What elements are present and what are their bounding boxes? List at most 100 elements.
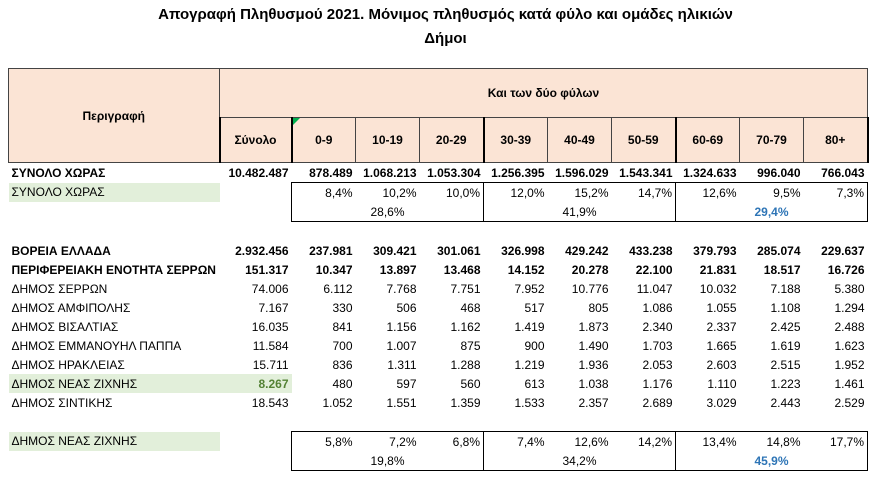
empty-cell (220, 222, 292, 242)
table-cell: 996.040 (757, 165, 801, 180)
table-row-serron: ΔΗΜΟΣ ΣΕΡΡΩΝ 74.006 6.112 7.768 7.751 7.952 10… (9, 279, 868, 298)
group-header-label: Και των δύο φύλων (487, 86, 600, 100)
table-cell: 14,2% (611, 431, 676, 451)
table-cell: 2.053 (642, 357, 673, 372)
row-label: ΔΗΜΟΣ ΕΜΜΑΝΟΥΗΛ ΠΑΠΠΑ (11, 338, 182, 353)
table-cell: 900 (524, 338, 545, 353)
table-cell: 9,5% (739, 182, 804, 202)
table-cell: 517 (524, 300, 545, 315)
table-cell: 1.543.341 (619, 165, 673, 180)
table-row-zichnis: ΔΗΜΟΣ ΝΕΑΣ ΖΙΧΝΗΣ 8.267 480 597 560 613 1.038 1… (8, 374, 868, 393)
description-header: Περιγραφή (8, 68, 220, 163)
table-cell: 2.425 (770, 319, 801, 334)
table-cell: 1.294 (834, 300, 865, 315)
col-header-70-79: 70-79 (739, 117, 804, 163)
group-percent: 29,4% (675, 202, 868, 222)
table-cell: 597 (396, 376, 417, 391)
page-title: Απογραφή Πληθυσμού 2021. Μόνιμος πληθυσμ… (158, 6, 733, 23)
table-cell: 5.380 (834, 281, 865, 296)
table-cell: 1.162 (450, 319, 481, 334)
table-cell: 8.267 (219, 374, 292, 393)
empty-cell (484, 412, 548, 432)
col-header-0-9-label: 0-9 (315, 133, 333, 147)
table-cell: 15,2% (547, 182, 612, 202)
table-cell: 506 (396, 300, 417, 315)
table-cell: 1.461 (834, 376, 865, 391)
table-cell: 229.637 (821, 243, 865, 258)
table-cell: 1.068.213 (363, 165, 417, 180)
table-cell: 5,8% (291, 431, 356, 451)
table-cell: 10.032 (699, 281, 737, 296)
table-cell: 1.490 (578, 338, 609, 353)
table-cell: 12,6% (675, 182, 740, 202)
table-cell: 1.219 (514, 357, 545, 372)
empty-cell (548, 222, 612, 242)
comment-marker-icon (293, 118, 300, 125)
table-cell: 309.421 (373, 243, 417, 258)
table-cell: 560 (460, 376, 481, 391)
row-label: ΔΗΜΟΣ ΣΙΝΤΙΚΗΣ (11, 395, 113, 410)
table-cell: 7.952 (514, 281, 545, 296)
table-cell: 18.517 (763, 262, 801, 277)
table-cell: 1.053.304 (427, 165, 481, 180)
table-cell: 7.768 (386, 281, 417, 296)
page-subtitle: Δήμοι (424, 30, 467, 47)
row-label: ΔΗΜΟΣ ΝΕΑΣ ΖΙΧΝΗΣ (8, 431, 220, 451)
col-header-60-69: 60-69 (674, 117, 740, 163)
table-cell: 151.317 (245, 262, 289, 277)
table-cell: 875 (460, 338, 481, 353)
empty-cell (220, 451, 292, 471)
table-cell: 1.619 (770, 338, 801, 353)
table-cell: 2.340 (642, 319, 673, 334)
empty-cell (420, 412, 484, 432)
table-cell: 1.110 (707, 376, 737, 391)
table-cell: 16.726 (827, 262, 865, 277)
table-cell: 1.873 (578, 319, 609, 334)
col-header-30-39: 30-39 (482, 117, 548, 163)
empty-row (9, 222, 868, 242)
table-cell: 7.751 (450, 281, 481, 296)
empty-cell (804, 412, 868, 432)
table-row-sintikis: ΔΗΜΟΣ ΣΙΝΤΙΚΗΣ 18.543 1.052 1.551 1.359 1.533… (9, 393, 868, 412)
table-cell: 433.238 (629, 243, 673, 258)
table-cell: 1.176 (642, 376, 673, 391)
table-cell: 1.055 (706, 300, 737, 315)
empty-cell (804, 222, 868, 242)
empty-cell (612, 412, 676, 432)
col-header-total: Σύνολο (218, 117, 293, 163)
population-table: Περιγραφή Και των δύο φύλων Σύνολο 0-9 1… (8, 68, 869, 471)
table-cell: 2.515 (770, 357, 801, 372)
table-cell: 2.932.456 (235, 243, 289, 258)
group-percent: 28,6% (291, 202, 484, 222)
table-cell: 1.936 (578, 357, 609, 372)
table-cell: 20.278 (571, 262, 609, 277)
table-cell: 22.100 (635, 262, 673, 277)
table-cell: 1.038 (578, 376, 609, 391)
table-cell: 14.152 (507, 262, 545, 277)
table-row-visaltias: ΔΗΜΟΣ ΒΙΣΑΛΤΙΑΣ 16.035 841 1.156 1.162 1.419 1… (9, 317, 868, 336)
empty-cell (292, 412, 356, 432)
table-cell: 2.488 (834, 319, 865, 334)
table-cell: 11.584 (252, 338, 289, 353)
table-cell: 10,0% (419, 182, 484, 202)
table-cell: 1.052 (322, 395, 353, 410)
table-cell: 2.603 (706, 357, 737, 372)
table-cell: 237.981 (309, 243, 353, 258)
table-cell: 1.156 (386, 319, 417, 334)
table-cell: 7.188 (770, 281, 801, 296)
table-row-serron_pe: ΠΕΡΙΦΕΡΕΙΑΚΗ ΕΝΟΤΗΤΑ ΣΕΡΡΩΝ 151.317 10.347… (9, 260, 868, 279)
table-cell: 379.793 (693, 243, 737, 258)
table-cell: 1.108 (770, 300, 801, 315)
col-header-50-59: 50-59 (611, 117, 677, 163)
empty-row (9, 412, 868, 432)
table-cell: 1.288 (450, 357, 481, 372)
table-row-irakleias: ΔΗΜΟΣ ΗΡΑΚΛΕΙΑΣ 15.711 836 1.311 1.288 1.219 1… (9, 355, 868, 374)
row-label: ΔΗΜΟΣ ΗΡΑΚΛΕΙΑΣ (11, 357, 125, 372)
col-header-80-plus: 80+ (803, 117, 869, 163)
row-label: ΠΕΡΙΦΕΡΕΙΑΚΗ ΕΝΟΤΗΤΑ ΣΕΡΡΩΝ (11, 262, 216, 277)
table-cell: 8,4% (291, 182, 356, 202)
table-cell: 6.112 (323, 281, 353, 296)
table-cell: 480 (332, 376, 353, 391)
col-header-20-29: 20-29 (419, 117, 485, 163)
table-cell: 10.347 (315, 262, 353, 277)
